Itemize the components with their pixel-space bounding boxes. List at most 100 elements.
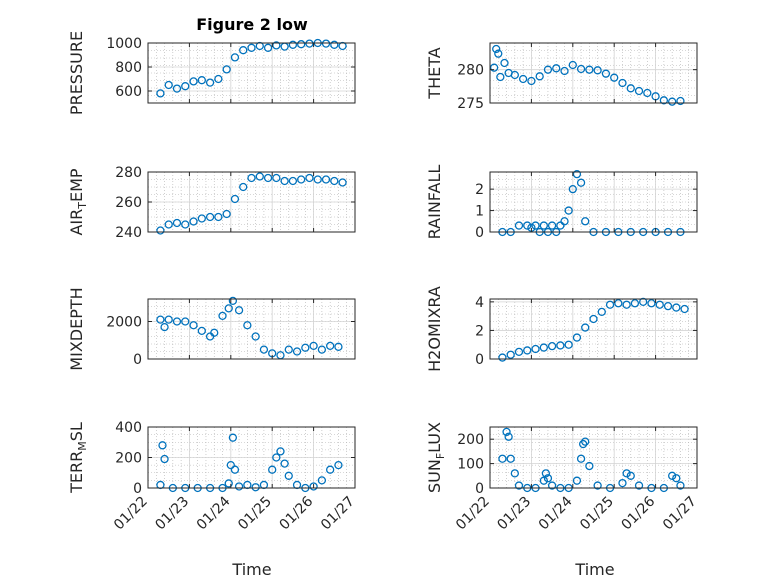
data-point [581,323,590,332]
data-point [297,40,306,49]
data-point [514,221,524,230]
data-point [164,315,173,324]
y-tick-label: 0 [133,352,142,368]
y-tick-label: 800 [115,60,142,76]
data-point [309,341,318,351]
data-point [284,345,293,354]
data-point [156,226,165,235]
data-point [247,43,256,52]
data-point [547,221,557,230]
data-point [547,341,557,351]
y-tick-label: 275 [457,96,484,112]
y-tick-label: 240 [115,225,142,241]
data-point [672,474,681,483]
data-point [259,345,269,354]
data-point [610,73,619,82]
data-point [224,304,233,313]
data-point [680,304,689,314]
data-point [581,437,590,446]
data-point [589,314,598,324]
data-point [527,76,536,86]
y-tick-label: 0 [475,352,484,368]
data-point [531,221,540,230]
data-point [272,173,281,183]
data-point [251,332,260,341]
data-point [284,471,293,480]
y-axis-label: SUNFLUX [425,422,447,493]
data-point [276,447,285,456]
data-point [643,88,652,98]
data-point [292,347,302,356]
data-point [230,465,240,474]
data-point [197,76,206,85]
data-point [305,39,314,48]
x-axis-label-left: Time [231,560,271,579]
subplot-air-temp: 240 260 280 AIRTEMP [67,165,356,241]
data-point [297,175,306,184]
data-point [230,194,240,204]
data-point [605,300,615,309]
data-point [280,459,289,468]
data-point [226,460,235,470]
data-point [626,471,635,480]
data-point [321,39,331,48]
axes-box [489,426,698,489]
subplot-rainfall: 0 1 2 RAINFALL [425,165,698,241]
data-point [181,220,190,229]
data-point [222,65,231,74]
data-point [197,214,206,223]
data-point [514,481,524,490]
data-point [205,212,215,222]
data-point [210,328,219,337]
data-point [263,43,273,52]
subplot-theta: 275 280 THETA [425,42,698,112]
data-point [498,454,507,463]
data-point [556,341,565,350]
data-point [272,453,281,462]
data-point [280,176,289,186]
data-point [560,66,569,76]
y-axis-label: THETA [425,47,444,99]
data-point [494,49,503,58]
y-axis-label: AIRTEMP [67,168,89,235]
data-point [510,469,519,478]
data-point [228,433,238,442]
data-point [500,58,509,68]
data-point [247,173,256,183]
data-point [164,80,173,90]
data-point [585,461,594,471]
data-point [498,353,507,362]
data-point [189,321,198,330]
y-axis-label: MIXDEPTH [67,287,86,370]
data-point [172,84,182,93]
data-point [172,218,182,228]
data-point [317,345,327,354]
y-axis-label: TERRMSL [67,422,89,494]
data-point [181,82,190,91]
data-point [288,176,298,186]
data-point [572,476,582,485]
data-point [585,65,594,74]
data-point [622,469,631,478]
y-tick-label: 1 [475,204,484,220]
data-point [321,175,331,184]
data-point [618,478,627,488]
data-point [579,439,588,449]
data-point [576,454,586,463]
data-point [496,72,505,82]
y-tick-label: 200 [115,451,142,467]
data-point [228,296,238,306]
y-tick-label: 280 [457,63,484,79]
data-point [539,343,548,352]
data-point [255,172,264,181]
data-point [288,40,298,49]
data-point [523,221,532,230]
data-point [263,173,273,183]
y-tick-label: 600 [115,84,142,100]
data-point [543,474,553,483]
data-point [181,317,190,326]
data-point [556,221,565,230]
y-tick-label: 2000 [106,315,142,331]
data-point [317,476,327,485]
